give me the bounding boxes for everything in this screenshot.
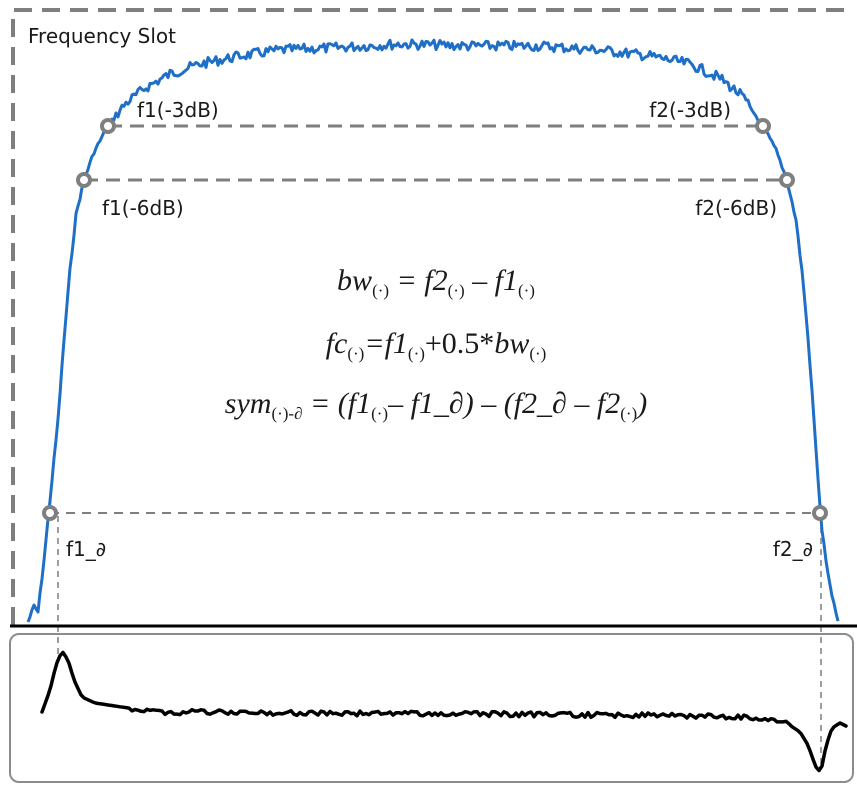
equation-bw: bw(·) = f2(·) – f1(·) bbox=[337, 264, 535, 300]
equation-fc: fc(·)=f1(·)+0.5*bw(·) bbox=[326, 327, 547, 363]
derivative-curve bbox=[40, 650, 848, 773]
equation-sym: sym(·)-∂ = (f1(·)– f1_∂) – (f2_∂ – f2(·)… bbox=[225, 387, 647, 423]
marker-f2-6db bbox=[779, 172, 795, 188]
label-f1-d: f1_∂ bbox=[66, 537, 106, 561]
label-f1-6db: f1(-6dB) bbox=[102, 196, 184, 220]
spectrum-curve bbox=[26, 38, 840, 623]
frequency-slot-frame bbox=[11, 8, 852, 625]
label-f2-3db: f2(-3dB) bbox=[649, 98, 731, 122]
marker-f1-6db bbox=[76, 172, 92, 188]
frequency-slot-label: Frequency Slot bbox=[28, 24, 176, 48]
marker-f1-d bbox=[42, 505, 58, 521]
label-f2-d: f2_∂ bbox=[773, 537, 813, 561]
label-f2-6db: f2(-6dB) bbox=[695, 196, 777, 220]
marker-f2-d bbox=[812, 505, 828, 521]
marker-f1-3db bbox=[100, 118, 116, 134]
marker-f2-3db bbox=[755, 118, 771, 134]
label-f1-3db: f1(-3dB) bbox=[137, 98, 219, 122]
derivative-panel bbox=[9, 633, 854, 783]
